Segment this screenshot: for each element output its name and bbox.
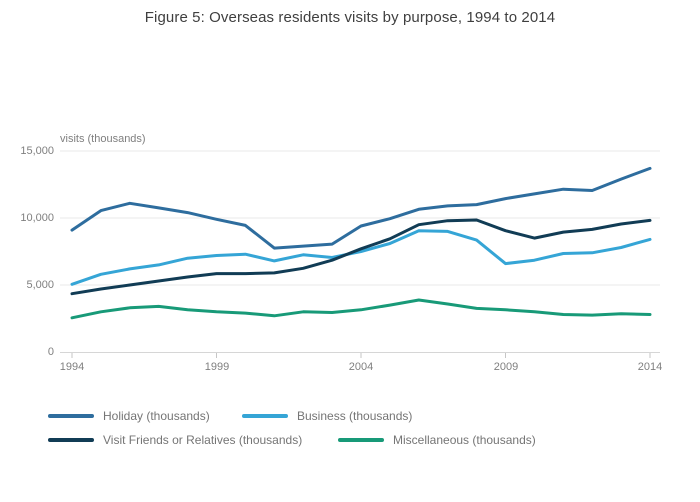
legend-item-vfr: Visit Friends or Relatives (thousands) [48, 432, 302, 448]
x-tick-label: 2009 [493, 361, 519, 373]
x-tick-label: 1999 [204, 361, 230, 373]
chart-title: Figure 5: Overseas residents visits by p… [144, 9, 556, 26]
legend-label: Business (thousands) [297, 409, 413, 423]
legend-label: Holiday (thousands) [103, 409, 210, 423]
y-tick-label: 10,000 [20, 212, 54, 224]
x-tick-label: 2014 [637, 361, 663, 373]
series-line-1 [70, 229, 652, 286]
series-line-0 [70, 166, 652, 250]
x-tick-label: 2004 [348, 361, 374, 373]
series-line-2 [70, 218, 652, 296]
y-tick-label: 5,000 [26, 279, 54, 291]
legend-swatch-miscellaneous [338, 438, 384, 442]
legend-swatch-business [242, 414, 288, 418]
legend-swatch-holiday [48, 414, 94, 418]
y-tick-label: 0 [47, 346, 54, 358]
y-axis-title: visits (thousands) [60, 133, 146, 145]
legend-label: Miscellaneous (thousands) [393, 433, 536, 447]
legend-item-business: Business (thousands) [242, 408, 412, 424]
y-tick-label: 15,000 [20, 145, 54, 157]
legend-swatch-vfr [48, 438, 94, 442]
series-line-3 [70, 298, 652, 320]
legend-label: Visit Friends or Relatives (thousands) [103, 433, 303, 447]
legend-item-holiday: Holiday (thousands) [48, 408, 210, 424]
x-tick-label: 1994 [59, 361, 85, 373]
legend-item-miscellaneous: Miscellaneous (thousands) [338, 432, 536, 448]
